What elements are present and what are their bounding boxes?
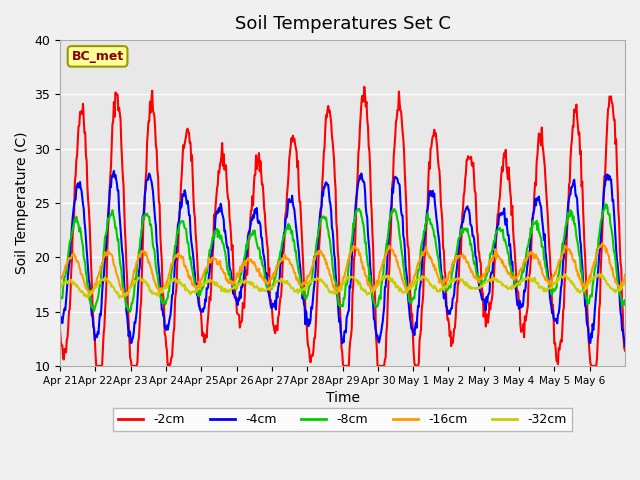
-32cm (561, 271, 568, 277)
-4cm (402, 263, 410, 269)
-32cm (621, 280, 629, 286)
-4cm (621, 343, 629, 349)
X-axis label: Time: Time (326, 391, 360, 405)
-16cm (598, 240, 606, 246)
-8cm (56, 295, 64, 300)
-2cm (255, 150, 263, 156)
-4cm (56, 321, 64, 327)
-16cm (86, 293, 93, 299)
-2cm (360, 84, 368, 90)
-32cm (255, 288, 263, 293)
-16cm (433, 272, 441, 277)
-32cm (276, 279, 284, 285)
-4cm (124, 313, 131, 319)
-32cm (115, 295, 123, 300)
-32cm (124, 290, 131, 296)
Title: Soil Temperatures Set C: Soil Temperatures Set C (235, 15, 451, 33)
-8cm (126, 309, 134, 314)
-4cm (255, 218, 263, 224)
Text: BC_met: BC_met (72, 50, 124, 63)
-8cm (621, 298, 629, 303)
-16cm (56, 277, 64, 283)
-2cm (403, 202, 410, 207)
-8cm (402, 276, 410, 282)
-16cm (621, 272, 629, 277)
-8cm (227, 278, 235, 284)
-2cm (227, 233, 235, 239)
-4cm (227, 270, 235, 276)
-16cm (276, 259, 284, 265)
-2cm (56, 328, 64, 334)
-32cm (56, 285, 64, 290)
-16cm (255, 266, 263, 272)
-2cm (434, 156, 442, 162)
Legend: -2cm, -4cm, -8cm, -16cm, -32cm: -2cm, -4cm, -8cm, -16cm, -32cm (113, 408, 572, 432)
-32cm (433, 287, 441, 293)
Y-axis label: Soil Temperature (C): Soil Temperature (C) (15, 132, 29, 274)
-2cm (621, 348, 629, 354)
-16cm (124, 292, 131, 298)
-2cm (92, 363, 100, 369)
Line: -32cm: -32cm (60, 274, 625, 298)
-8cm (123, 304, 131, 310)
Line: -2cm: -2cm (60, 87, 625, 366)
-32cm (402, 288, 410, 293)
-16cm (227, 278, 235, 284)
Line: -4cm: -4cm (60, 171, 625, 346)
-4cm (433, 221, 441, 227)
Line: -8cm: -8cm (60, 204, 625, 312)
-4cm (276, 262, 284, 267)
-16cm (402, 286, 410, 291)
Line: -16cm: -16cm (60, 243, 625, 296)
-2cm (124, 277, 131, 283)
-8cm (433, 251, 441, 256)
-8cm (276, 249, 284, 254)
-8cm (255, 245, 263, 251)
-32cm (227, 286, 235, 292)
-8cm (601, 201, 609, 207)
-4cm (110, 168, 118, 174)
-2cm (276, 295, 284, 300)
